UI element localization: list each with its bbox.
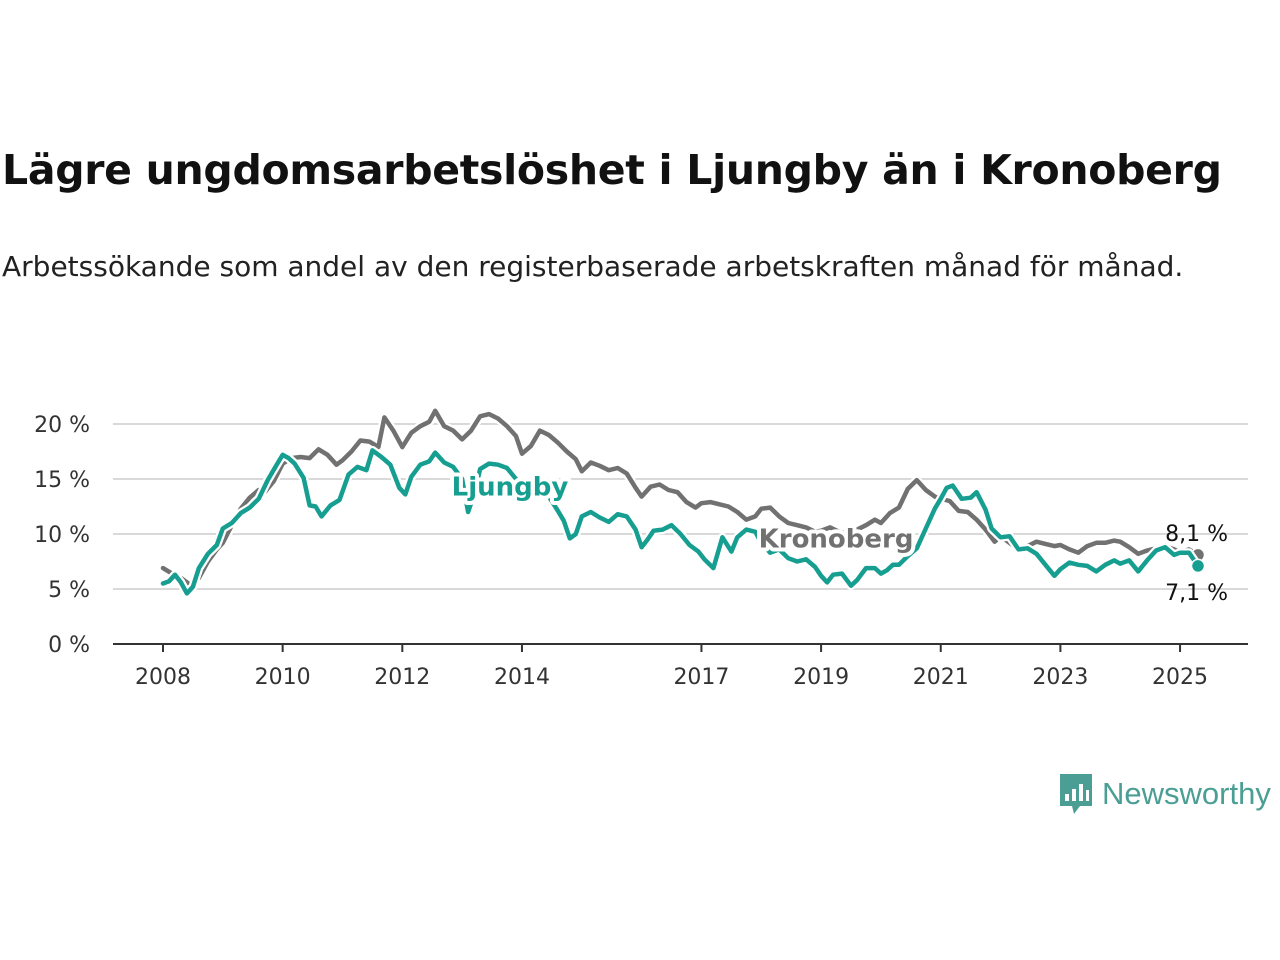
y-tick-label: 0 % xyxy=(48,633,90,658)
y-axis: 0 % 5 % 10 % 15 % 20 % xyxy=(34,413,90,658)
series-name-kronoberg: Kronoberg xyxy=(759,524,914,554)
end-point-ljungby xyxy=(1190,558,1206,574)
x-axis: 2008 2010 2012 2014 2017 2019 2021 2023 2025 xyxy=(113,643,1248,690)
series-labels: 8,1 % Kronoberg 7,1 % Ljungby xyxy=(448,469,1228,606)
x-tick-label: 2014 xyxy=(494,665,550,690)
bar-chart-speech-bubble-icon xyxy=(1060,774,1092,814)
x-tick-label: 2019 xyxy=(793,665,849,690)
x-tick-label: 2017 xyxy=(673,665,729,690)
x-tick-label: 2025 xyxy=(1152,665,1208,690)
y-tick-label: 15 % xyxy=(34,468,90,493)
series-name-ljungby: Ljungby xyxy=(452,473,569,503)
line-chart: 0 %5 %10 %15 %20 % 2008 2010 2012 2014 2017 2… xyxy=(34,406,1248,690)
y-tick-label: 5 % xyxy=(48,578,90,603)
end-label-kronoberg: 8,1 % xyxy=(1165,522,1228,547)
end-label-ljungby: 7,1 % xyxy=(1165,581,1228,606)
series-lines xyxy=(158,406,1206,598)
x-tick-label: 2021 xyxy=(913,665,969,690)
chart-title: Lägre ungdomsarbetslöshet i Ljungby än i… xyxy=(2,146,1222,194)
chart-subtitle: Arbetssökande som andel av den registerb… xyxy=(2,250,1184,283)
series-line-ljungby xyxy=(160,448,1201,596)
newsworthy-logo: Newsworthy xyxy=(1058,772,1271,816)
x-tick-label: 2012 xyxy=(374,665,430,690)
y-tick-label: 10 % xyxy=(34,523,90,548)
series-halo-ljungby xyxy=(158,445,1203,598)
x-tick-label: 2023 xyxy=(1032,665,1088,690)
x-tick-label: 2010 xyxy=(255,665,311,690)
y-tick-label: 20 % xyxy=(34,413,90,438)
x-tick-label: 2008 xyxy=(135,665,191,690)
brand-name: Newsworthy xyxy=(1102,776,1271,811)
